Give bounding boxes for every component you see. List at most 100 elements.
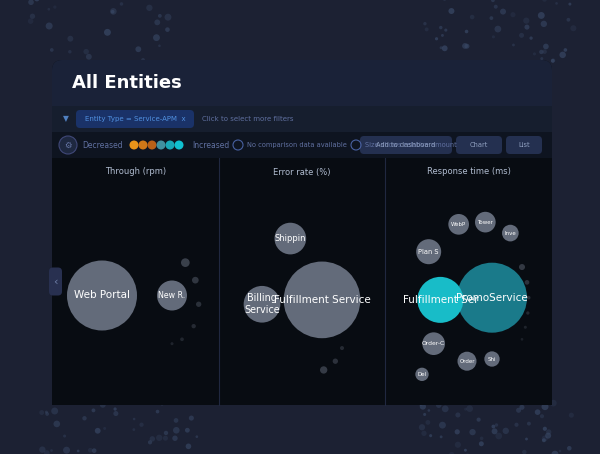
Circle shape [148,440,152,444]
Circle shape [67,261,137,331]
Circle shape [275,223,306,254]
Text: New R.: New R. [158,291,185,300]
Circle shape [559,450,562,452]
Circle shape [469,429,476,435]
Circle shape [136,46,141,52]
Circle shape [519,33,524,38]
Circle shape [419,424,425,430]
Circle shape [170,342,173,345]
Text: PromoService: PromoService [456,293,528,303]
Circle shape [95,428,101,434]
Circle shape [45,410,48,414]
Circle shape [165,27,170,32]
Circle shape [479,441,484,446]
Circle shape [45,412,49,416]
Circle shape [566,18,571,22]
Circle shape [180,337,184,341]
Circle shape [416,239,441,264]
Circle shape [120,2,123,6]
Circle shape [423,22,427,25]
Circle shape [503,428,509,434]
Circle shape [521,60,525,64]
Circle shape [164,14,172,20]
Circle shape [542,0,547,2]
Circle shape [103,427,106,430]
Circle shape [133,418,136,420]
Circle shape [148,140,157,149]
Circle shape [455,412,460,418]
Circle shape [545,433,551,439]
Bar [52,83,552,106]
Circle shape [484,351,500,367]
Circle shape [458,352,476,371]
Circle shape [68,50,71,54]
Circle shape [28,19,34,24]
Circle shape [516,408,521,413]
Text: Fulfillment Ser: Fulfillment Ser [403,295,478,305]
FancyBboxPatch shape [360,136,452,154]
Circle shape [39,446,46,453]
Circle shape [53,420,60,427]
Circle shape [113,411,118,416]
Circle shape [514,423,518,427]
Circle shape [521,338,523,340]
Circle shape [340,346,344,350]
Circle shape [550,400,557,406]
Circle shape [500,9,506,15]
Circle shape [546,429,551,434]
Circle shape [192,277,199,283]
Bar [52,106,552,132]
Circle shape [423,413,426,416]
Circle shape [189,415,194,420]
Circle shape [439,26,443,30]
Circle shape [164,431,168,435]
FancyBboxPatch shape [456,136,502,154]
Circle shape [495,423,498,427]
Text: Order-C: Order-C [422,341,445,346]
Circle shape [512,44,515,46]
Circle shape [470,15,475,20]
Circle shape [63,434,66,438]
Circle shape [567,446,572,450]
Circle shape [110,8,116,15]
Circle shape [166,140,175,149]
Circle shape [492,35,495,39]
Circle shape [133,428,135,431]
Text: Decreased: Decreased [82,140,122,149]
Bar [52,132,552,158]
Circle shape [83,49,89,54]
Circle shape [462,43,468,49]
Circle shape [563,48,567,52]
Circle shape [92,449,97,453]
Circle shape [442,405,449,412]
Circle shape [425,420,430,425]
Bar [52,158,552,405]
Circle shape [535,410,541,415]
Circle shape [555,2,558,5]
Circle shape [543,44,549,49]
Circle shape [160,401,164,405]
Circle shape [154,20,160,25]
Circle shape [100,402,106,408]
Circle shape [51,408,58,415]
Circle shape [191,324,196,328]
Circle shape [569,413,574,418]
Text: Fulfillment Service: Fulfillment Service [274,295,370,305]
Circle shape [441,34,444,37]
Circle shape [421,431,427,436]
Text: List: List [518,142,530,148]
Circle shape [428,409,430,412]
Circle shape [559,52,566,58]
Circle shape [551,451,559,454]
Circle shape [175,140,184,149]
Text: No comparison data available: No comparison data available [247,142,347,148]
Circle shape [50,48,53,52]
Circle shape [141,58,145,62]
Text: Click to select more filters: Click to select more filters [202,116,293,122]
Circle shape [541,21,547,27]
Circle shape [466,405,473,412]
Circle shape [524,280,529,285]
Circle shape [542,438,546,442]
Circle shape [540,414,544,418]
Circle shape [284,262,361,338]
